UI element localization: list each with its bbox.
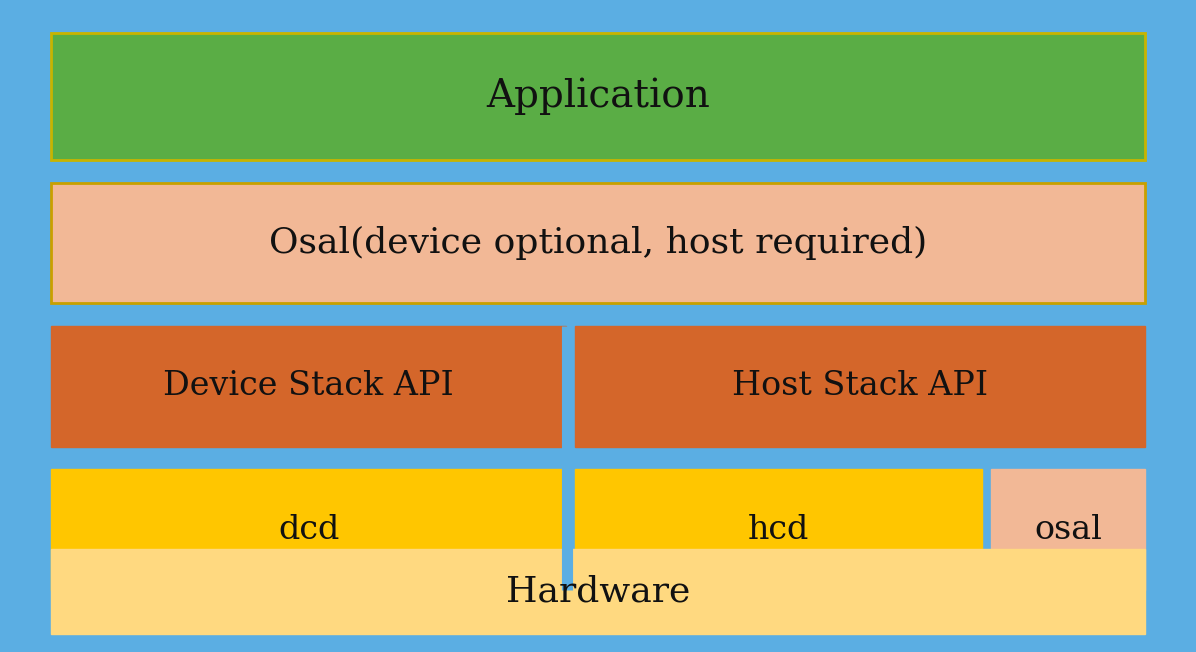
Text: hcd: hcd: [748, 514, 810, 546]
Text: dcd: dcd: [277, 514, 340, 546]
Text: osal: osal: [1035, 514, 1102, 546]
Text: Host Stack API: Host Stack API: [732, 370, 988, 402]
Bar: [575, 326, 1145, 447]
Text: Application: Application: [486, 78, 710, 115]
Bar: [51, 33, 1145, 160]
Bar: [51, 326, 566, 447]
Bar: [51, 183, 1145, 303]
Text: Device Stack API: Device Stack API: [163, 370, 454, 402]
Bar: [991, 469, 1145, 590]
Text: Hardware: Hardware: [506, 574, 690, 608]
Text: Osal(device optional, host required): Osal(device optional, host required): [269, 226, 927, 260]
Bar: [51, 549, 1145, 634]
Bar: [575, 469, 982, 590]
Bar: [51, 469, 566, 590]
